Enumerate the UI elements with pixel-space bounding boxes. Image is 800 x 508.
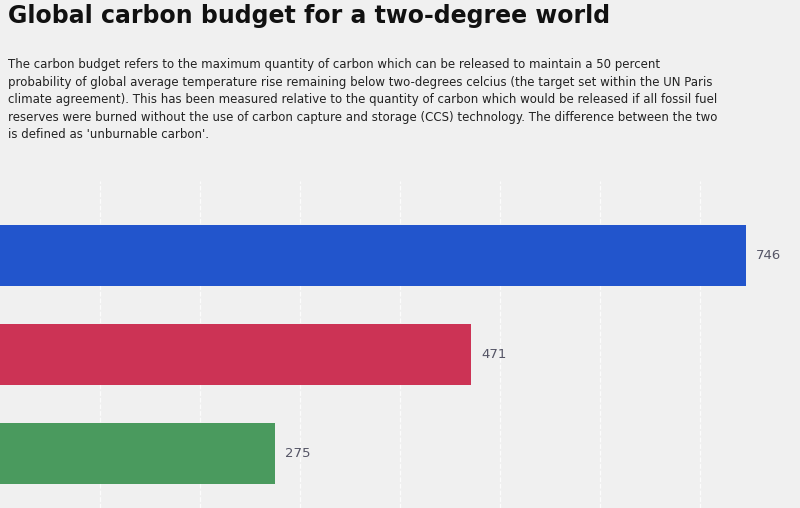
Text: The carbon budget refers to the maximum quantity of carbon which can be released: The carbon budget refers to the maximum … — [8, 58, 718, 141]
Bar — [0, 225, 746, 287]
Bar — [0, 423, 275, 484]
Text: Global carbon budget for a two-degree world: Global carbon budget for a two-degree wo… — [8, 4, 610, 27]
Text: 471: 471 — [481, 348, 506, 361]
Text: 746: 746 — [756, 249, 782, 262]
Bar — [0, 324, 471, 385]
Text: 275: 275 — [285, 447, 310, 460]
